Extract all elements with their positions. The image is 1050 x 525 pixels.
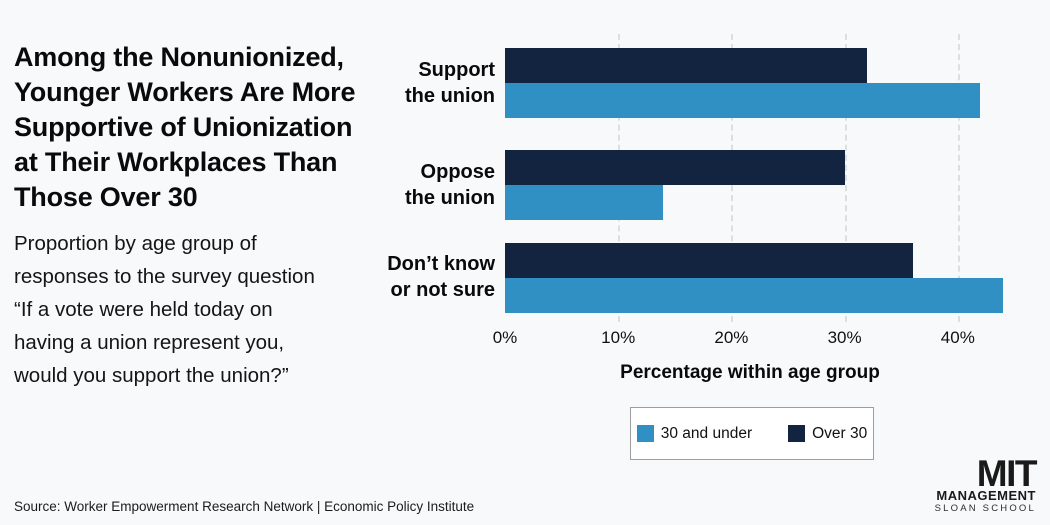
bar-30-and-under-1 (505, 185, 664, 220)
subtitle-line: having a union represent you, (14, 331, 285, 354)
category-label-line: Support (418, 59, 495, 81)
gridline-40 (957, 34, 960, 322)
legend-label: Over 30 (812, 424, 868, 442)
title-line: Supportive of Unionization (14, 112, 353, 142)
subtitle-line: Proportion by age group of (14, 232, 257, 255)
source-note: Source: Worker Empowerment Research Netw… (14, 499, 475, 514)
x-tick-label: 10% (601, 328, 636, 347)
category-label-line: the union (405, 187, 495, 209)
bar-over-30-1 (505, 150, 845, 185)
legend-swatch-over-30 (788, 425, 806, 442)
category-label-line: the union (405, 85, 495, 107)
mit-sloan-logo: MIT MANAGEMENT SLOAN SCHOOL (934, 453, 1038, 515)
title-line: at Their Workplaces Than (14, 147, 338, 177)
legend-swatch-30-and-under (636, 425, 654, 442)
logo-sloan-school-text: SLOAN SCHOOL (934, 503, 1036, 514)
bar-30-and-under-2 (505, 278, 1004, 313)
category-label-oppose: Oppose the union (330, 159, 495, 211)
legend-label: 30 and under (660, 424, 753, 442)
bar-over-30-2 (505, 243, 913, 278)
title-line: Younger Workers Are More (14, 77, 356, 107)
x-tick-label: 20% (714, 328, 749, 347)
x-tick-label: 40% (940, 328, 975, 347)
bar-30-and-under-0 (505, 83, 981, 118)
category-label-line: Oppose (420, 161, 495, 183)
bar-over-30-0 (505, 48, 868, 83)
x-axis-title: Percentage within age group (620, 362, 880, 383)
subtitle-line: responses to the survey question (14, 265, 315, 288)
x-tick-label: 0% (492, 328, 518, 347)
chart-subtitle: Proportion by age group of responses to … (14, 227, 404, 392)
category-label-line: or not sure (390, 279, 495, 301)
legend-item-30-and-under: 30 and under (636, 424, 753, 443)
legend: 30 and under Over 30 (630, 407, 874, 460)
gridline-30 (844, 34, 847, 322)
category-label-line: Don’t know (387, 253, 495, 275)
title-line: Those Over 30 (14, 182, 198, 212)
category-label-dont-know: Don’t know or not sure (330, 251, 495, 303)
logo-mit-text: MIT (976, 453, 1038, 494)
subtitle-line: “If a vote were held today on (14, 298, 273, 321)
plot-area: Percentage within age group 0% 10% 20% 30% 4… (493, 34, 1035, 383)
logo-management-text: MANAGEMENT (936, 488, 1036, 503)
subtitle-line: would you support the union?” (14, 364, 289, 387)
legend-item-over-30: Over 30 (788, 425, 867, 443)
chart-title: Among the Nonunionized, Younger Workers … (14, 40, 394, 215)
title-line: Among the Nonunionized, (14, 42, 344, 72)
x-tick-label: 30% (827, 328, 862, 347)
category-label-support: Support the union (330, 57, 495, 109)
